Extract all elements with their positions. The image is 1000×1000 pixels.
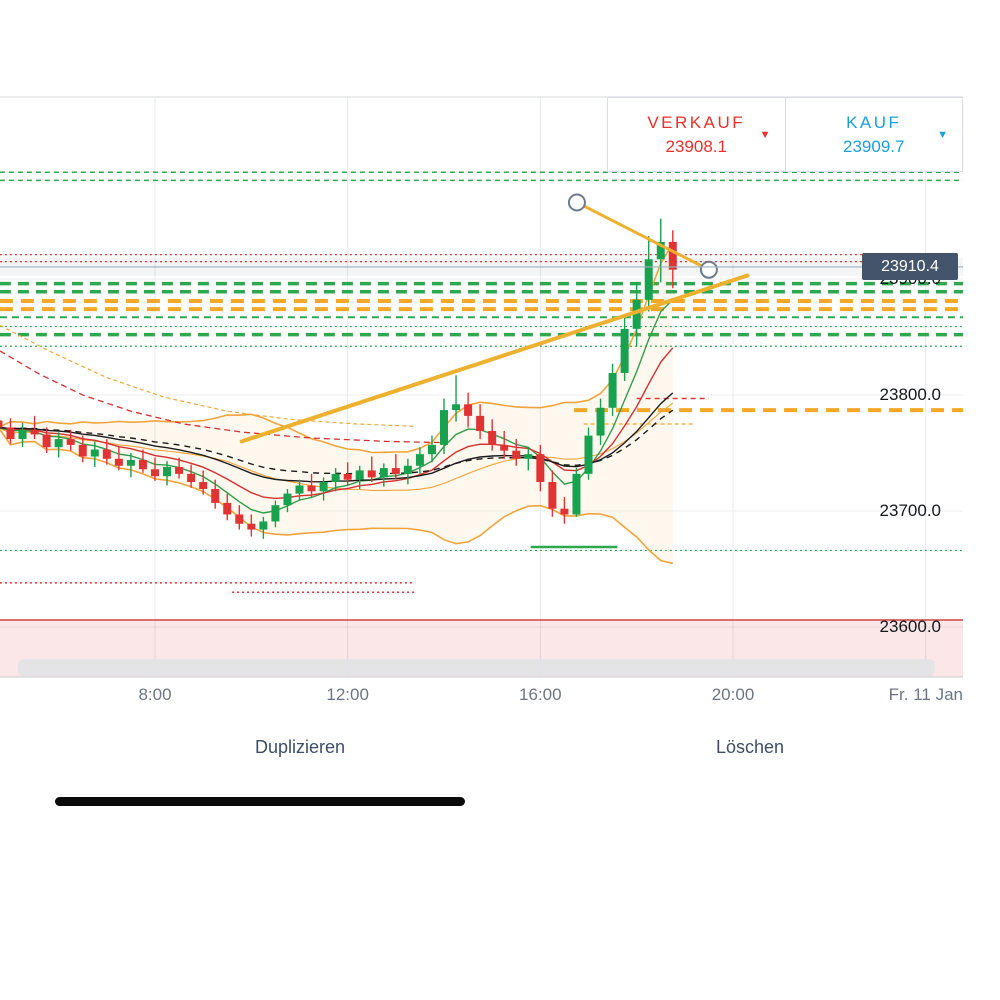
candle [584, 435, 593, 474]
candle [307, 485, 316, 492]
sell-dropdown-arrow-icon: ▼ [759, 128, 771, 141]
current-price-badge: 23910.4 [862, 253, 958, 280]
candle [102, 449, 111, 459]
sell-label: VERKAUF [647, 112, 746, 132]
prior-band-red [0, 350, 445, 444]
candle [355, 470, 364, 480]
candle [512, 450, 521, 459]
candle [199, 482, 208, 489]
buy-button[interactable]: KAUF 23909.7 ▼ [784, 98, 963, 171]
candle [656, 241, 665, 260]
candle [259, 521, 268, 530]
candle [488, 430, 497, 445]
candle [90, 449, 99, 457]
chart-range-bar [18, 659, 935, 676]
candle [391, 468, 400, 474]
trend-line-handle[interactable] [567, 193, 586, 212]
candle [151, 469, 159, 477]
candle [452, 404, 461, 411]
candle [572, 473, 581, 515]
buy-price: 23909.7 [843, 136, 905, 156]
bollinger-upper [0, 242, 674, 454]
candle [415, 454, 424, 466]
candle [440, 410, 449, 445]
quote-panel: VERKAUF 23908.1 ▼ KAUF 23909.7 ▼ [607, 97, 963, 172]
candle [548, 482, 557, 509]
candle [427, 444, 436, 455]
candle [476, 415, 485, 431]
candle [271, 505, 280, 522]
candle [668, 241, 677, 270]
candle [608, 372, 617, 408]
candle [367, 470, 376, 478]
candle [0, 420, 3, 428]
candle [54, 439, 63, 448]
trend-line[interactable] [239, 273, 750, 444]
candle [620, 328, 629, 373]
candle [138, 459, 147, 470]
delete-button[interactable]: Löschen [715, 737, 785, 757]
candle [500, 444, 509, 451]
candle [283, 493, 292, 506]
candle [644, 259, 653, 300]
candle [524, 454, 533, 459]
candle [560, 508, 569, 515]
candle [403, 465, 412, 474]
candle [247, 523, 256, 530]
trend-line[interactable] [575, 200, 711, 272]
candle [331, 473, 340, 482]
home-indicator-bar [55, 797, 465, 806]
sell-button[interactable]: VERKAUF 23908.1 ▼ [608, 98, 785, 171]
candle [223, 502, 232, 515]
candle [187, 473, 196, 482]
candle [78, 444, 87, 457]
candle [175, 466, 184, 474]
candle [536, 454, 545, 482]
bollinger-fill [0, 243, 673, 564]
sell-price: 23908.1 [665, 136, 727, 156]
candle [114, 458, 123, 466]
candle [211, 488, 220, 503]
candle [18, 429, 27, 440]
candle [464, 404, 473, 416]
candle [343, 473, 352, 480]
candle [163, 466, 172, 477]
candle [42, 434, 51, 448]
bollinger-lower [0, 428, 673, 565]
candle [126, 459, 135, 466]
candle [319, 482, 328, 492]
duplicate-button[interactable]: Duplizieren [254, 737, 346, 757]
candle [379, 468, 388, 478]
candle [295, 485, 304, 494]
candle [66, 439, 75, 445]
candle [596, 407, 605, 436]
trend-line-handle[interactable] [699, 260, 718, 279]
candle [235, 514, 244, 524]
candle [30, 429, 39, 435]
buy-label: KAUF [846, 112, 902, 132]
buy-dropdown-arrow-icon: ▼ [937, 128, 948, 141]
candle [6, 427, 15, 440]
candle [632, 299, 641, 329]
prior-band-orange [0, 324, 416, 427]
